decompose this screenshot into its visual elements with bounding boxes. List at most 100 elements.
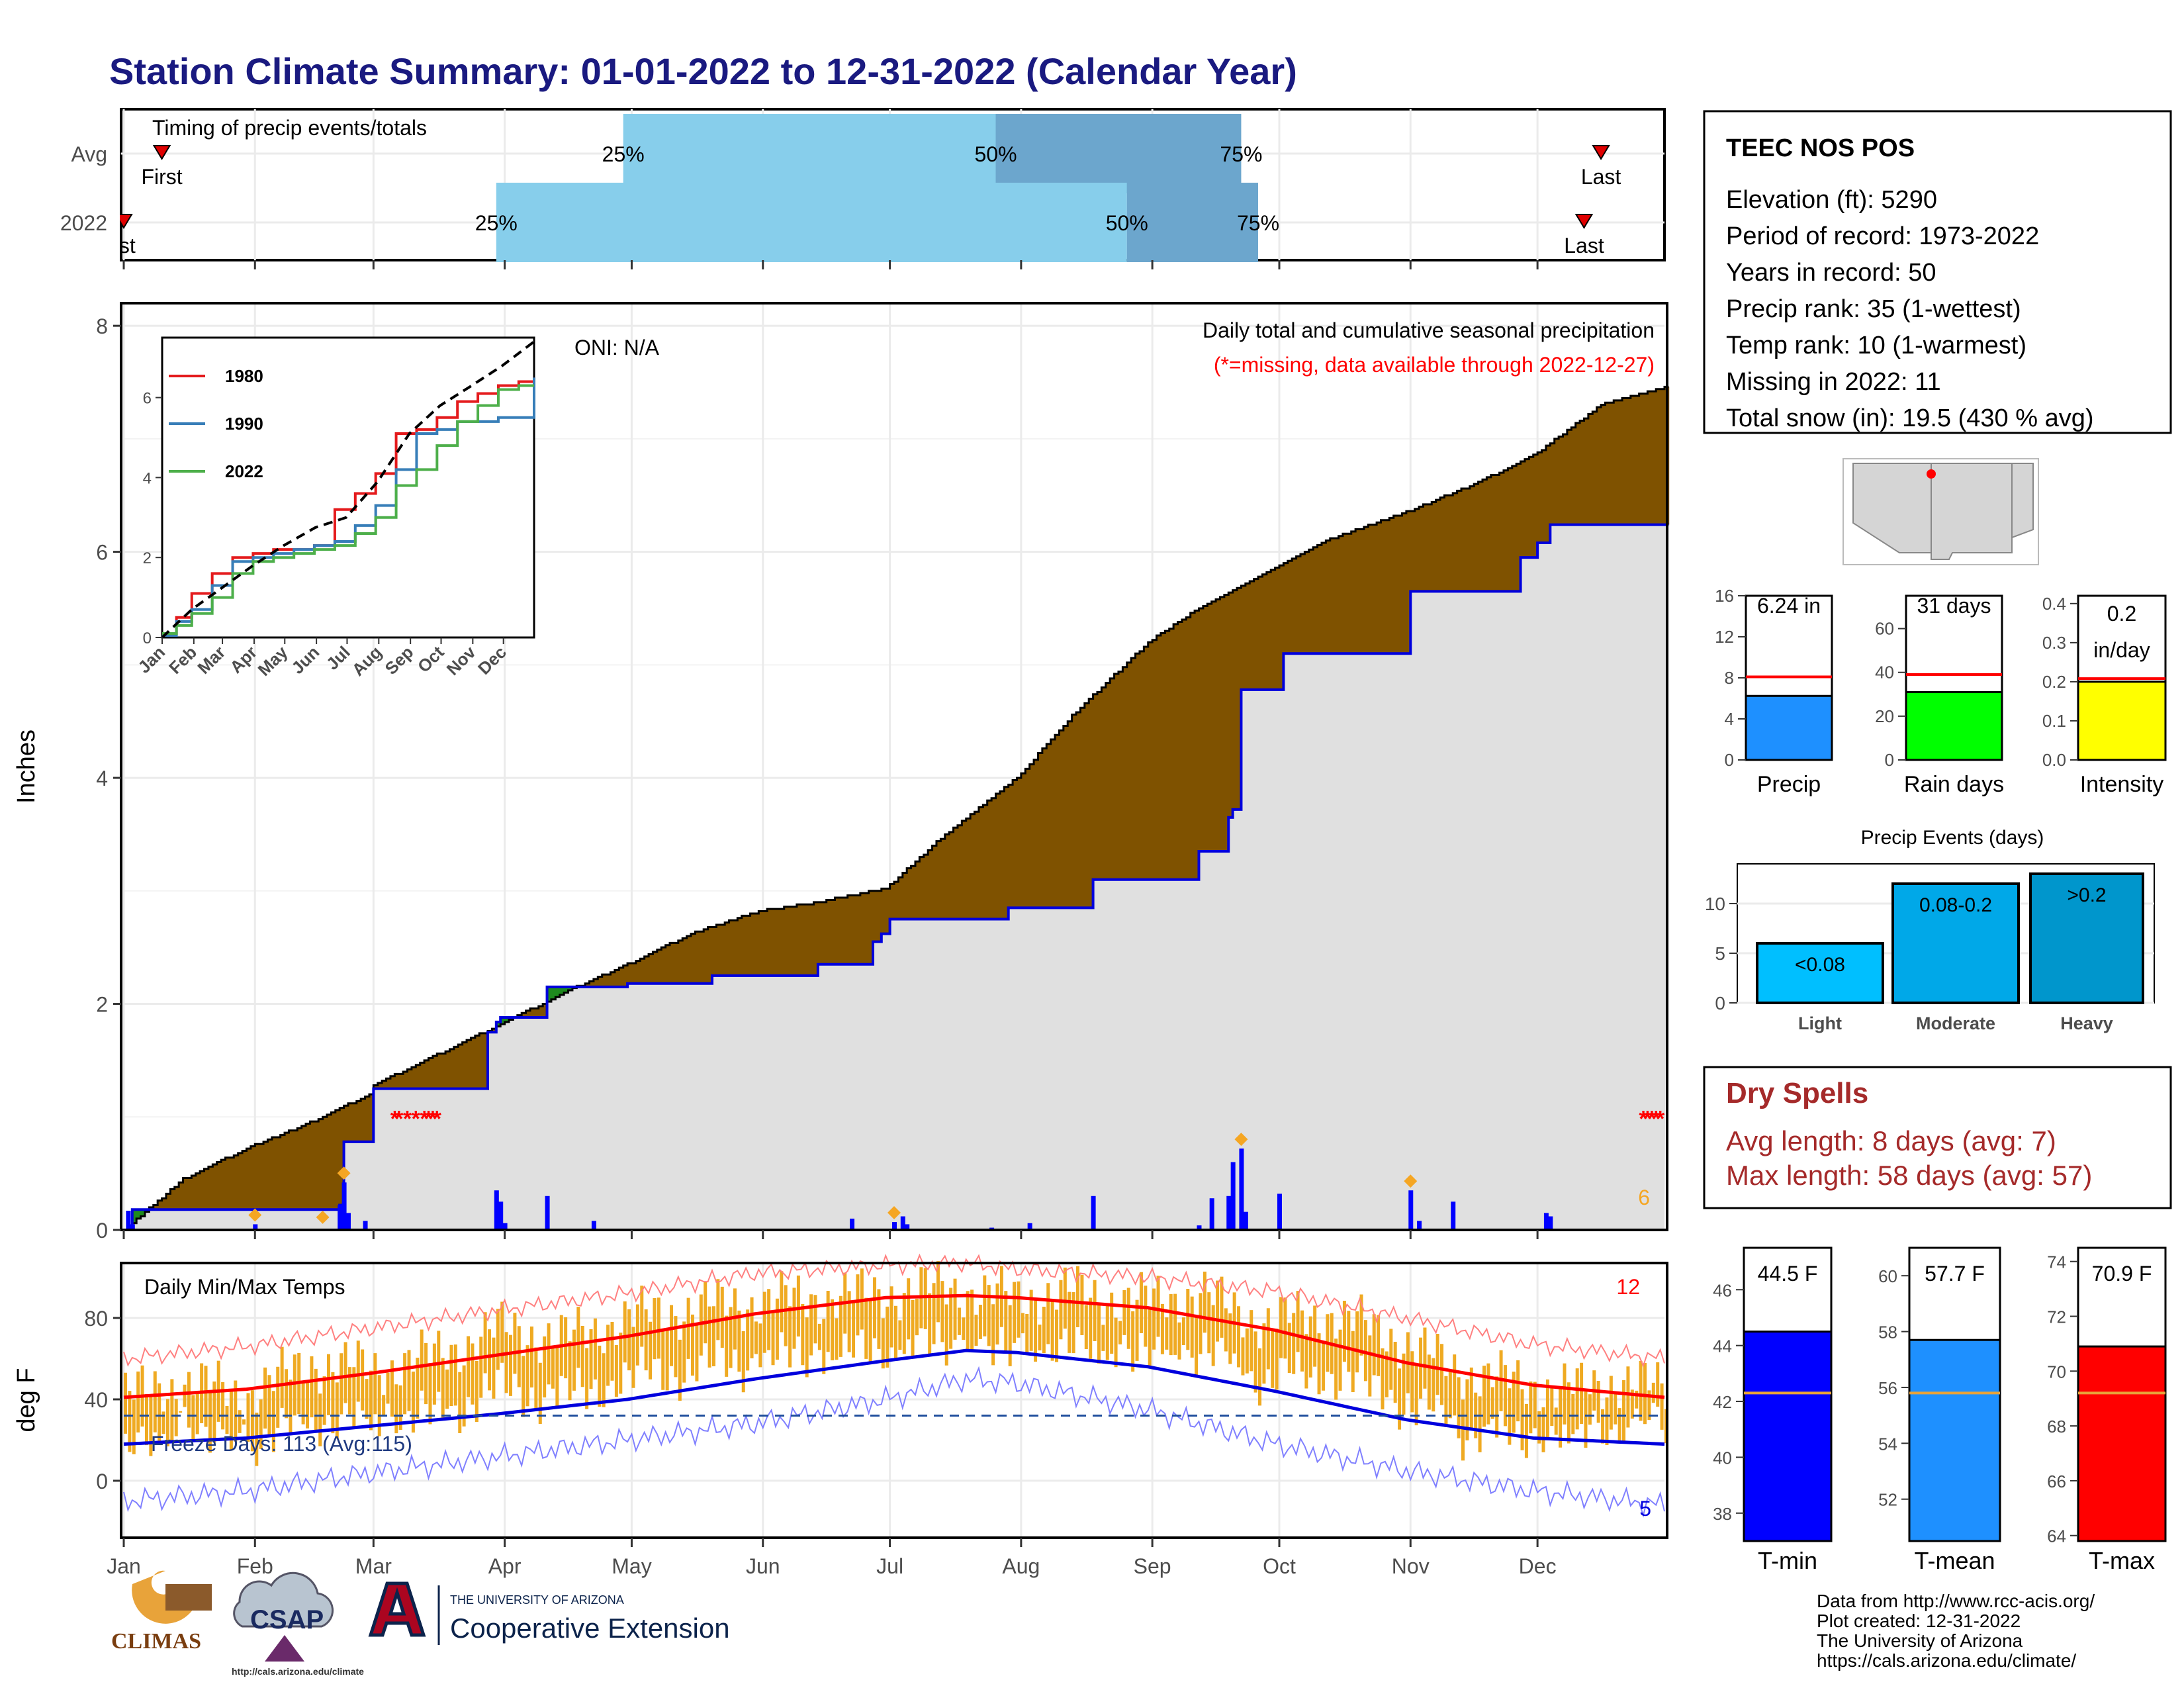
timing-p75-label: 75% [1220,142,1262,166]
daily-precip-bar [900,1216,905,1230]
temp-bar-tick-label: 64 [2047,1526,2066,1546]
mini-bar-rain-days [1905,690,2003,761]
missing-marker: * [424,1106,433,1131]
timing-marker [1592,145,1610,160]
mini-bar-value: 31 days [1917,594,1991,618]
missing-marker: * [394,1106,404,1131]
temp-bar-tick-label: 58 [1878,1323,1897,1342]
timing-title: Timing of precip events/totals [152,116,427,140]
climas-logo-text: CLIMAS [111,1629,201,1654]
page-title: Station Climate Summary: 01-01-2022 to 1… [109,50,1297,92]
daily-precip-bar [1197,1225,1202,1230]
freeze-days-label: Freeze Days: 113 (Avg:115) [151,1432,412,1456]
temp-title: Daily Min/Max Temps [144,1275,345,1299]
footer-line: Plot created: 12-31-2022 [1817,1611,2021,1631]
station-line: Years in record: 50 [1726,259,1936,287]
station-line: Missing in 2022: 11 [1726,368,1941,396]
timing-bar-50-75 [995,114,1242,193]
temp-bar-value: 57.7 F [1925,1262,1985,1286]
dry-spells-title: Dry Spells [1726,1077,1868,1109]
timing-p25-label: 25% [475,211,518,235]
events-bar-heavy [2029,872,2144,1004]
oni-label: ONI: N/A [574,336,660,359]
temp-y-tick-label: 40 [84,1388,108,1412]
events-tick-label: 5 [1715,943,1725,964]
timing-p50-label: 50% [1106,211,1148,235]
temp-bar-tick-label: 56 [1878,1378,1897,1398]
month-tick-label: Jan [107,1554,141,1578]
temp-bar-tick-label: 72 [2047,1307,2066,1327]
mini-bar-value-unit: in/day [2093,638,2150,662]
temp-bar-tick-label: 70 [2047,1362,2066,1382]
events-category-label: Light [1798,1013,1842,1033]
snow-day-count: 6 [1638,1186,1650,1209]
month-tick-label: Jul [876,1554,903,1578]
missing-marker: * [412,1106,421,1131]
ua-logo-big-text: Cooperative Extension [450,1613,730,1644]
mini-bar-tick-label: 40 [1875,663,1894,682]
mini-bar-tick-label: 0.4 [2042,594,2066,614]
area-2022-cumulative [124,524,1669,1230]
climas-logo-block [165,1584,212,1611]
dry-spells-avg: Avg length: 8 days (avg: 7) [1726,1125,2056,1156]
events-category-label: Heavy [2060,1013,2113,1033]
station-line: Period of record: 1973-2022 [1726,222,2039,250]
daily-precip-bar [338,1205,343,1230]
precip-y-axis-title: Inches [13,729,40,804]
station-frame [1703,110,2172,434]
daily-precip-bar [502,1223,508,1230]
month-tick-label: Dec [1519,1554,1557,1578]
average-max-line [123,1293,1665,1399]
record-max-line [123,1253,1665,1368]
daily-precip-bar [1027,1223,1032,1230]
temp-bar-tick-label: 42 [1713,1392,1732,1412]
daily-precip-bar [1451,1201,1456,1230]
temp-bar-tick-label: 60 [1878,1266,1897,1286]
footer-line: https://cals.arizona.edu/climate/ [1817,1650,2076,1671]
month-tick-label: May [612,1554,651,1578]
daily-precip-bar [1417,1221,1422,1230]
events-tick-label: 10 [1705,894,1725,914]
snow-marker [887,1206,901,1220]
inset-legend-label: 1980 [225,366,263,386]
timing-row-label: Avg [71,142,107,166]
inset-y-tick-label: 2 [143,549,152,567]
daily-precip-bar [1543,1213,1549,1230]
daily-precip-bar [126,1210,131,1230]
timing-p25-label: 25% [602,142,645,166]
timing-marker [152,145,171,160]
inset-series-average [161,340,535,639]
temp-bar-tick-label: 44 [1713,1336,1732,1356]
daily-precip-bar [1226,1196,1232,1230]
missing-marker: * [390,1106,400,1131]
csap-logo-url: http://cals.arizona.edu/climate [232,1666,364,1677]
inset-chart: 0246198019902022JanFebMarAprMayJunJulAug… [134,336,535,680]
university-of-arizona-logo [368,1581,426,1637]
missing-marker: * [1652,1106,1661,1131]
map-state-arizona [1852,463,1932,553]
temp-bar-tick-label: 46 [1713,1280,1732,1300]
events-bar-label: <0.08 [1795,954,1845,976]
daily-precip-bar [1091,1196,1096,1230]
month-tick-label: Aug [1002,1554,1040,1578]
daily-precip-bar [1277,1194,1282,1230]
temp-bar-tick-label: 68 [2047,1417,2066,1436]
map-state-new-mexico [1931,463,2013,560]
temp-bar-tick-label: 66 [2047,1472,2066,1491]
ua-logo-small-text: THE UNIVERSITY OF ARIZONA [450,1593,624,1607]
missing-marker: * [1639,1106,1648,1131]
precip-annotation-missing: (*=missing, data available through 2022-… [1214,353,1655,377]
missing-marker: * [403,1106,412,1131]
footer-line: The University of Arizona [1817,1630,2023,1651]
footer-line: Data from http://www.rcc-acis.org/ [1817,1591,2095,1611]
timing-p75-label: 75% [1237,211,1279,235]
events-tick-label: 0 [1715,993,1725,1013]
average-cumulative-line [124,385,1669,1231]
missing-marker: * [1656,1106,1665,1131]
timing-marker-label: Last [1564,234,1604,258]
station-line: Total snow (in): 19.5 (430 % avg) [1726,404,2094,432]
daily-precip-bar [545,1196,550,1230]
precip-frame [120,302,1668,1231]
daily-precip-bar [591,1221,596,1230]
